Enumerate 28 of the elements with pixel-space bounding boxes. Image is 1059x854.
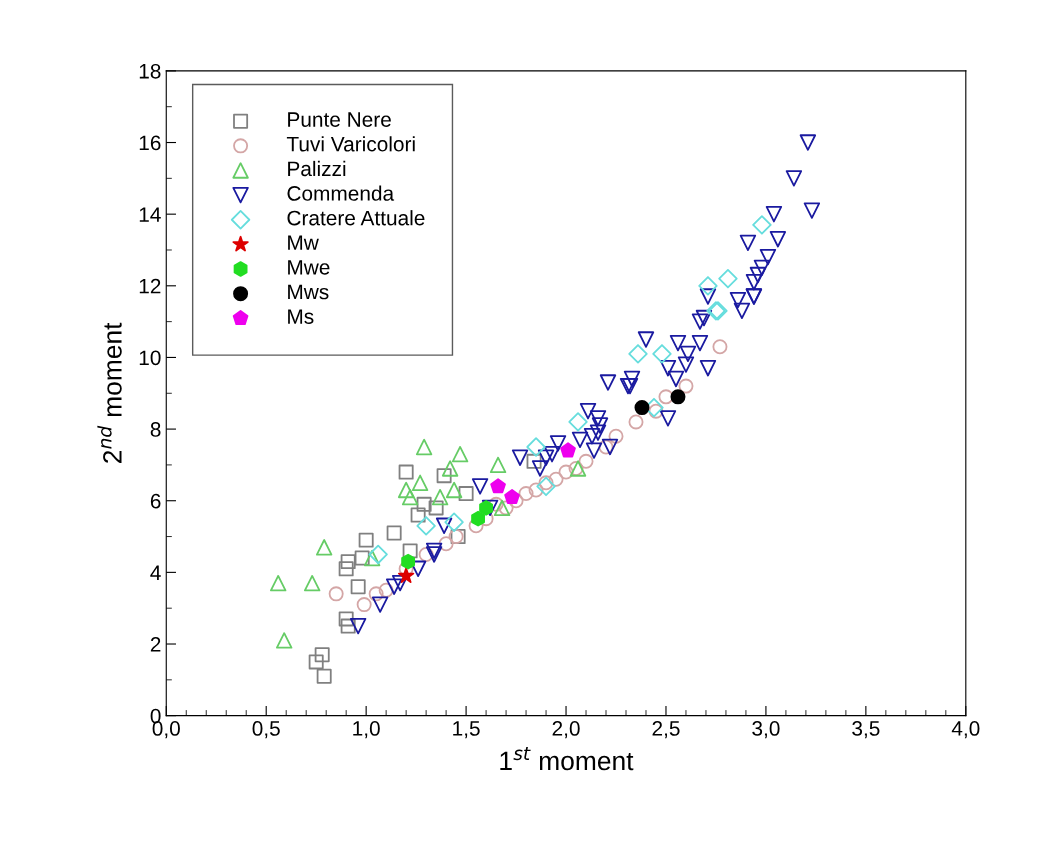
y-tick-label: 10 <box>139 350 161 366</box>
y-tick-label: 8 <box>150 422 161 437</box>
x-tick-label: 3,5 <box>852 721 880 739</box>
y-tick-label: 14 <box>139 207 161 222</box>
y-tick-label: 16 <box>139 135 161 151</box>
x-tick-label: 2,0 <box>552 721 580 739</box>
x-tick-label: 1,0 <box>353 721 380 739</box>
y-tick-label: 4 <box>150 565 161 580</box>
legend-label: Commenda <box>287 185 395 201</box>
x-tick-label: 2,5 <box>652 721 680 739</box>
legend-label: Palizzi <box>288 160 346 177</box>
y-tick-label: 18 <box>139 63 161 79</box>
legend-label: Mw <box>288 235 319 250</box>
legend-label: Mwe <box>288 260 330 275</box>
legend-label: Tuvi Varicolori <box>286 136 415 152</box>
x-axis-title: 1$^{st}$ moment <box>500 746 634 771</box>
legend-label: Mws <box>288 284 329 300</box>
y-axis-title: 2$^{nd}$ moment <box>97 322 122 463</box>
x-tick-label: 4,0 <box>951 721 980 739</box>
legend-label: Cratere Attuale <box>287 210 425 226</box>
y-tick-label: 6 <box>150 493 161 509</box>
x-tick-label: 3,0 <box>752 721 780 739</box>
y-tick-label: 12 <box>139 278 161 294</box>
legend-label: Ms <box>288 309 314 324</box>
y-tick-label: 2 <box>150 637 161 652</box>
legend-label: Punte Nere <box>288 112 391 127</box>
x-tick-label: 1,5 <box>453 721 480 739</box>
x-tick-label: 0,5 <box>252 721 280 739</box>
